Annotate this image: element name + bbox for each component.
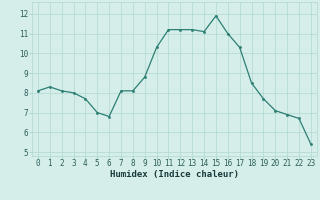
X-axis label: Humidex (Indice chaleur): Humidex (Indice chaleur) (110, 170, 239, 179)
